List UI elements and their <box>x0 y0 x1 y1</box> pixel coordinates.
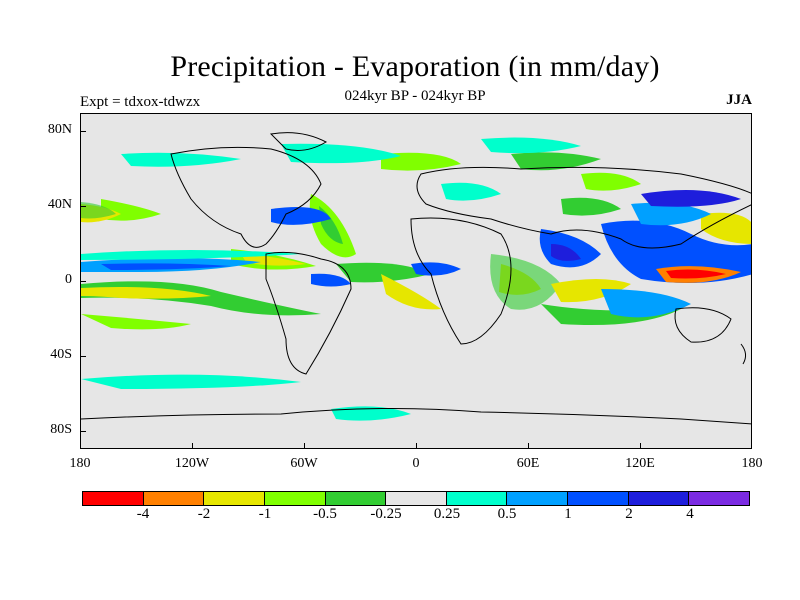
field-patch <box>81 374 301 389</box>
field-patch <box>381 274 441 310</box>
colorbar-bin <box>386 492 447 505</box>
colorbar <box>82 491 750 506</box>
colorbar-label: 2 <box>625 506 633 522</box>
field-patch <box>331 406 411 421</box>
pe-field-map <box>81 114 751 448</box>
field-patch <box>271 206 331 225</box>
colorbar-bin <box>446 492 508 505</box>
field-patch <box>336 262 431 283</box>
field-patch <box>381 152 461 171</box>
colorbar-label: 4 <box>686 506 694 522</box>
field-patch <box>581 172 641 191</box>
x-tickmark <box>304 443 305 449</box>
colorbar-bin <box>204 492 265 505</box>
y-tick-label: 80N <box>47 122 72 137</box>
colorbar-bin <box>689 492 750 505</box>
y-tickmark <box>80 281 86 282</box>
x-tickmark <box>640 443 641 449</box>
y-tickmark <box>80 131 86 132</box>
x-tick-label: 120E <box>625 456 655 471</box>
colorbar-label: -4 <box>136 506 150 522</box>
colorbar-label: -0.5 <box>313 506 337 522</box>
x-tick-label: 180 <box>69 456 91 471</box>
colorbar-bin <box>83 492 144 505</box>
colorbar-bin <box>264 492 326 505</box>
colorbar-label: -1 <box>258 506 272 522</box>
x-tick-label: 0 <box>412 456 420 471</box>
field-patch <box>101 263 231 270</box>
field-patch <box>551 279 631 303</box>
map-subtitle: 024kyr BP - 024kyr BP <box>344 88 486 104</box>
x-tickmark <box>528 443 529 449</box>
colorbar-label: 0.25 <box>433 506 461 522</box>
x-tick-label: 60W <box>290 456 318 471</box>
field-patch <box>601 220 751 283</box>
field-patch <box>81 287 211 299</box>
field-patch <box>551 244 581 261</box>
y-tickmark <box>80 431 86 432</box>
field-patch <box>511 152 601 171</box>
season-label: JJA <box>726 92 752 108</box>
field-patch <box>441 182 501 201</box>
colorbar-label: 1 <box>564 506 572 522</box>
field-patch <box>81 314 191 330</box>
map-panel <box>80 113 752 449</box>
field-patch <box>481 137 581 154</box>
field-patch <box>81 250 301 260</box>
wetting-regions <box>81 137 751 421</box>
colorbar-label: -2 <box>197 506 211 522</box>
field-patch <box>641 190 741 207</box>
y-tick-label: 40S <box>50 347 72 362</box>
map-title: Precipitation - Evaporation (in mm/day) <box>170 50 660 83</box>
field-patch <box>601 289 691 318</box>
experiment-label: Expt = tdxox-tdwzx <box>80 94 201 110</box>
field-patch <box>666 269 726 279</box>
coastlines <box>81 132 751 425</box>
field-patch <box>561 197 621 216</box>
x-tick-label: 120W <box>174 456 210 471</box>
field-patch <box>631 202 711 226</box>
field-patch <box>541 304 681 325</box>
colorbar-bin <box>507 492 569 505</box>
field-patch <box>121 152 241 167</box>
field-patch <box>490 254 561 310</box>
x-tick-label: 180 <box>741 456 763 471</box>
colorbar-bin <box>143 492 205 505</box>
colorbar-bin <box>325 492 387 505</box>
field-patch <box>81 202 116 219</box>
colorbar-bin <box>568 492 629 505</box>
x-tick-label: 60E <box>516 456 540 471</box>
y-tickmark <box>80 356 86 357</box>
colorbar-label: 0.5 <box>497 506 517 522</box>
colorbar-bin <box>628 492 690 505</box>
y-tick-label: 0 <box>65 272 72 287</box>
x-tickmark <box>192 443 193 449</box>
y-tickmark <box>80 206 86 207</box>
x-tickmark <box>416 443 417 449</box>
field-patch <box>311 273 351 287</box>
field-patch <box>701 212 751 244</box>
y-tick-label: 80S <box>50 422 72 437</box>
colorbar-label: -0.25 <box>370 506 402 522</box>
y-tick-label: 40N <box>47 197 72 212</box>
